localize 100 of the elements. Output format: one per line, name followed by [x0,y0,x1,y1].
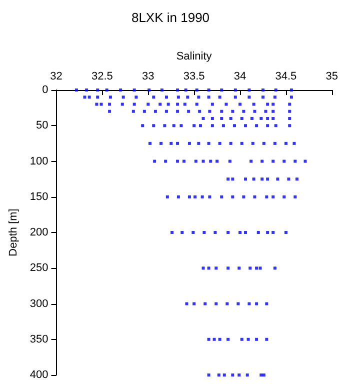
point [166,102,170,106]
point [141,124,144,128]
point [159,142,162,145]
point [226,266,230,270]
point [220,117,224,120]
point [273,142,276,145]
point [172,124,176,128]
point [252,102,256,106]
point [228,160,232,163]
point [224,102,228,106]
point [108,102,112,106]
point [180,124,183,128]
point [229,142,232,145]
point [266,102,270,106]
point [246,374,249,376]
point [231,195,234,198]
point [183,102,186,106]
point [212,338,216,341]
point [238,231,242,234]
point [176,110,180,113]
point [134,96,138,99]
point [170,142,173,145]
point [176,142,180,145]
point [276,178,280,181]
point [304,160,307,163]
point [202,117,205,120]
point [184,88,188,92]
point [152,96,156,99]
x-tick-label: 33.5 [183,70,205,82]
point [272,102,275,106]
point [255,338,258,341]
point [192,124,196,128]
point [153,160,156,163]
point [120,102,124,106]
y-tick-label: 250 [30,262,48,274]
point [234,88,237,92]
point [266,124,270,128]
point [192,231,195,234]
point [261,96,264,99]
point [96,96,100,99]
point [204,302,207,306]
point [272,110,275,113]
point [193,195,196,198]
x-axis-title: Salinity [176,50,212,62]
point [262,374,266,376]
point [214,231,217,234]
point [220,195,224,198]
point [282,195,286,198]
point [202,160,205,163]
x-tick-label: 34 [234,70,246,82]
point [242,195,246,198]
point [165,96,168,99]
point [194,160,198,163]
point [160,88,164,92]
point [234,96,237,99]
point [231,110,234,113]
point [294,160,297,163]
point [255,266,258,270]
point [232,124,236,128]
point [119,88,122,92]
point [274,88,278,92]
point [258,266,262,270]
point [207,338,210,341]
point [240,338,244,341]
point [253,110,256,113]
point [108,96,112,99]
point [85,88,88,92]
point [236,302,240,306]
x-tick-label: 35 [326,70,338,82]
point [210,124,214,128]
point [288,124,292,128]
point [266,231,270,234]
point [272,231,275,234]
point [238,102,242,106]
point [222,374,226,376]
point [197,142,200,145]
point [294,195,297,198]
point [164,160,168,163]
point [132,88,136,92]
point [166,195,169,198]
point [176,102,180,106]
point [260,374,263,376]
point [207,88,210,92]
point [231,178,234,181]
y-tick-label: 0 [42,84,48,96]
point [210,102,214,106]
y-tick-label: 150 [30,190,48,203]
point [231,374,234,376]
x-tick-label: 34.5 [275,70,297,82]
point [265,195,268,198]
point [287,178,290,181]
point [288,102,292,106]
point [262,142,266,145]
point [255,302,258,306]
point [188,195,191,198]
point [200,195,204,198]
y-axis-title: Depth [m] [8,208,20,256]
point [238,374,241,376]
point [108,110,112,113]
point [272,117,275,120]
